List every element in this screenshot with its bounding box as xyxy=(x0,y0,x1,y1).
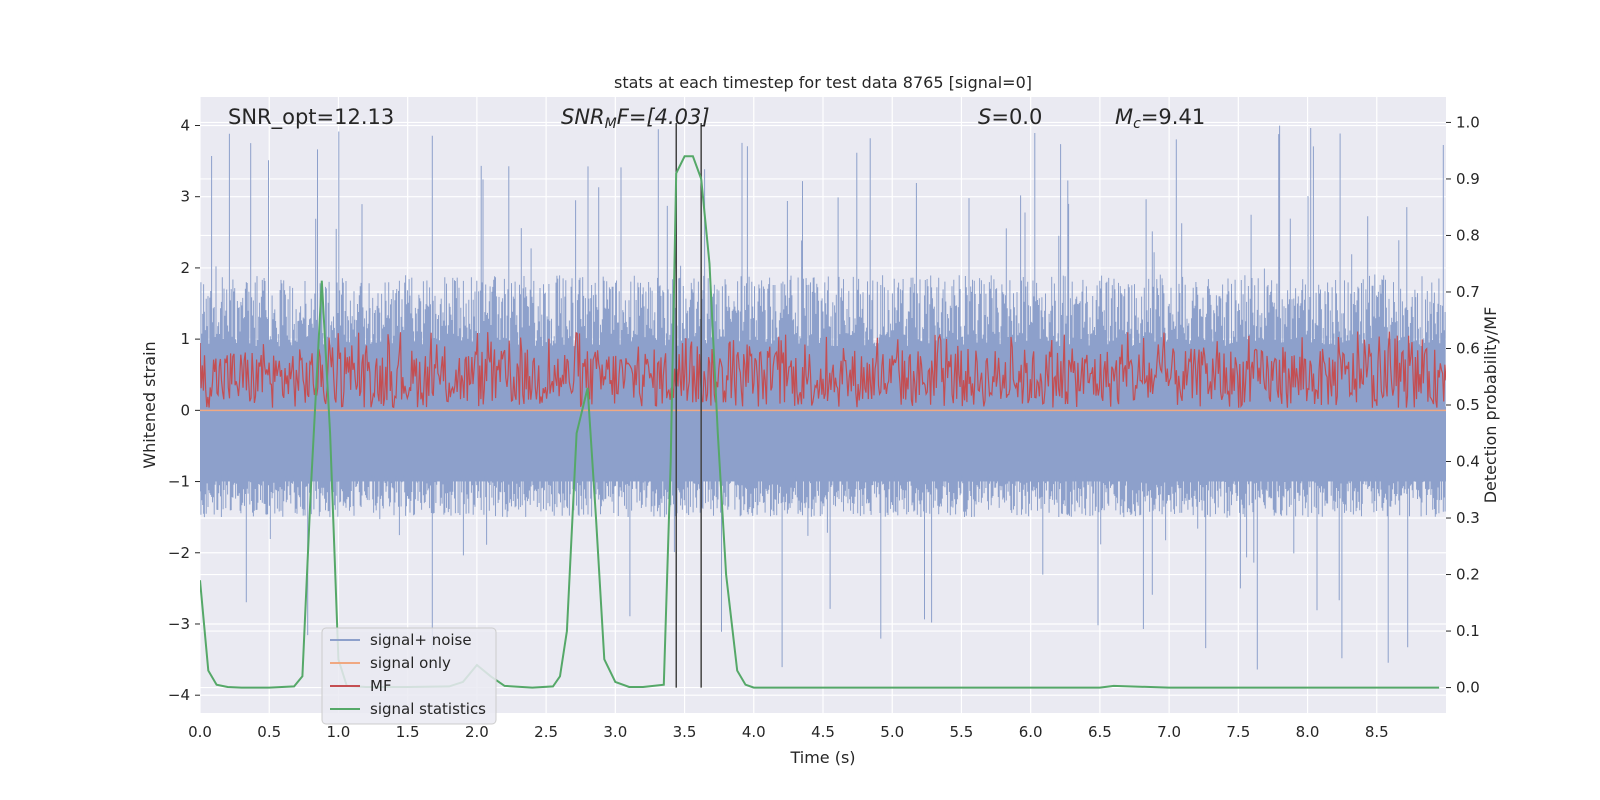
x-tick-label: 8.5 xyxy=(1365,723,1389,741)
mc-main: M xyxy=(1115,105,1133,129)
legend-box xyxy=(321,627,497,725)
y-tick-label-left: −3 xyxy=(168,615,190,633)
y-tick-label-right: 0.7 xyxy=(1456,283,1480,301)
y-tick-label-right: 0.5 xyxy=(1456,396,1480,414)
x-tick-label: 2.5 xyxy=(534,723,558,741)
chart-title: stats at each timestep for test data 876… xyxy=(614,73,1032,92)
legend-label-statistics: signal statistics xyxy=(370,700,486,718)
y-tick-label-right: 0.8 xyxy=(1456,226,1480,244)
x-tick-label: 5.5 xyxy=(950,723,974,741)
y-tick-label-right: 0.9 xyxy=(1456,170,1480,188)
snr-mf-main: SNR xyxy=(561,105,605,129)
x-tick-label: 7.5 xyxy=(1226,723,1250,741)
mf-line xyxy=(200,331,1446,409)
y-tick-label-left: −4 xyxy=(168,686,190,704)
y-tick-label-left: 0 xyxy=(180,401,190,419)
x-tick-label: 3.5 xyxy=(673,723,697,741)
y-tick-label-right: 1.0 xyxy=(1456,113,1480,131)
legend: signal+ noise signal only MF signal stat… xyxy=(321,627,497,725)
x-tick-label: 2.0 xyxy=(465,723,489,741)
y-tick-label-left: 1 xyxy=(180,330,190,348)
legend-label-noise: signal+ noise xyxy=(370,631,472,649)
mc-sub: c xyxy=(1133,116,1141,132)
y-axis-label-left: Whitened strain xyxy=(140,341,159,468)
x-tick-label: 1.0 xyxy=(327,723,351,741)
x-tick-label: 5.0 xyxy=(880,723,904,741)
plot-area xyxy=(200,123,1446,689)
mc-rest: =9.41 xyxy=(1141,105,1205,129)
x-tick-label: 3.0 xyxy=(603,723,627,741)
mf-layer xyxy=(200,331,1446,409)
y-tick-label-left: 2 xyxy=(180,259,190,277)
x-tick-label: 0.0 xyxy=(188,723,212,741)
ticks-layer: 0.0 0.5 1.0 1.5 2.0 2.5 3.0 3.5 4.0 4.5 5.0 5.5 6.0 6… xyxy=(168,113,1480,741)
snr-mf-sub: M xyxy=(605,116,617,132)
x-tick-label: 0.5 xyxy=(257,723,281,741)
y-tick-label-left: 3 xyxy=(180,188,190,206)
x-tick-label: 4.0 xyxy=(742,723,766,741)
annotation-s: S=0.0 xyxy=(978,105,1042,129)
x-tick-label: 6.5 xyxy=(1088,723,1112,741)
y-tick-label-right: 0.0 xyxy=(1456,679,1480,697)
y-tick-label-right: 0.3 xyxy=(1456,509,1480,527)
x-tick-label: 7.0 xyxy=(1157,723,1181,741)
x-tick-label: 1.5 xyxy=(396,723,420,741)
y-tick-label-left: −2 xyxy=(168,544,190,562)
s-rest: =0.0 xyxy=(991,105,1042,129)
y-tick-label-left: −1 xyxy=(168,473,190,491)
x-tick-label: 4.5 xyxy=(811,723,835,741)
legend-label-signal-only: signal only xyxy=(370,654,451,672)
x-tick-label: 8.0 xyxy=(1296,723,1320,741)
y-tick-label-right: 0.1 xyxy=(1456,622,1480,640)
snr-mf-rest-italic: F=[4.03] xyxy=(617,105,710,129)
y-tick-label-right: 0.4 xyxy=(1456,453,1480,471)
y-tick-label-left: 4 xyxy=(180,116,190,134)
x-axis-label: Time (s) xyxy=(789,748,855,767)
x-tick-label: 6.0 xyxy=(1019,723,1043,741)
y-tick-label-right: 0.2 xyxy=(1456,566,1480,584)
s-main: S xyxy=(978,105,991,129)
annotation-snr-mf: SNRMF=[4.03] xyxy=(561,105,710,132)
annotation-mc: Mc=9.41 xyxy=(1115,105,1205,132)
signal-statistics-line xyxy=(200,155,1440,689)
annotation-snr-opt: SNR_opt=12.13 xyxy=(228,105,394,130)
legend-label-mf: MF xyxy=(370,677,392,695)
y-tick-label-right: 0.6 xyxy=(1456,339,1480,357)
y-axis-label-right: Detection probability/MF xyxy=(1481,307,1500,504)
